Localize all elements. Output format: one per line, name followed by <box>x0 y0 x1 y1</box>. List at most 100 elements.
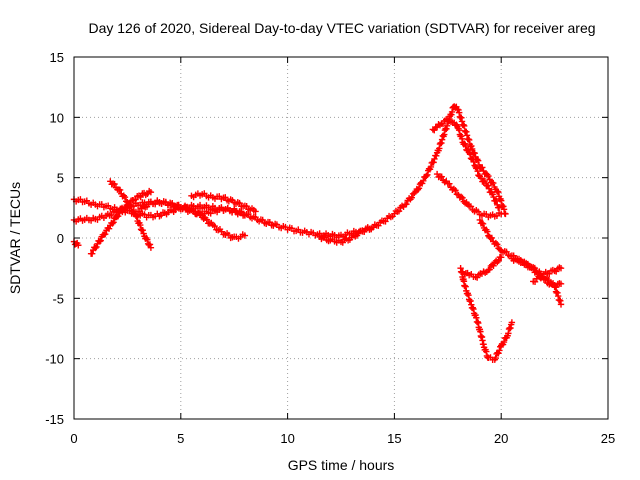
data-point <box>478 219 486 227</box>
series-arc-9 <box>433 170 505 221</box>
data-point <box>477 174 485 182</box>
data-point <box>455 109 463 116</box>
x-tick-label: 10 <box>280 431 294 446</box>
data-point <box>137 221 144 229</box>
data-point <box>144 236 151 243</box>
data-point <box>448 108 456 116</box>
data-point <box>252 208 259 215</box>
data-point <box>108 211 115 219</box>
data-point <box>498 254 505 261</box>
x-tick-label: 0 <box>70 431 77 446</box>
data-point <box>521 258 528 265</box>
data-point <box>485 185 493 192</box>
data-point <box>438 173 445 180</box>
data-point <box>466 151 474 158</box>
data-point <box>473 164 481 172</box>
data-point <box>414 186 422 193</box>
data-point <box>456 113 464 121</box>
data-point <box>483 348 490 355</box>
data-point <box>473 314 480 321</box>
data-point <box>531 278 539 286</box>
data-point <box>465 291 472 299</box>
data-point <box>480 178 487 185</box>
data-point <box>507 324 514 332</box>
data-point <box>470 158 477 166</box>
data-point <box>492 239 500 247</box>
data-point <box>463 128 470 136</box>
data-point <box>203 216 210 223</box>
data-point <box>113 213 120 221</box>
data-point <box>441 131 448 138</box>
data-point <box>508 319 516 326</box>
data-point <box>488 234 496 242</box>
series-arc-5 <box>134 198 249 242</box>
data-point <box>494 258 501 266</box>
data-point <box>557 301 565 308</box>
data-point <box>146 241 154 248</box>
data-point <box>438 139 445 147</box>
data-point <box>101 230 109 238</box>
data-point <box>460 122 468 130</box>
data-point <box>207 210 214 217</box>
data-point <box>465 136 473 144</box>
data-point <box>503 248 510 255</box>
data-point <box>485 172 492 180</box>
data-point <box>500 338 508 346</box>
data-point <box>132 212 140 219</box>
data-point <box>468 301 475 308</box>
data-point <box>492 354 499 362</box>
data-point <box>554 289 561 296</box>
data-point <box>462 283 469 290</box>
data-point <box>459 194 466 201</box>
data-point <box>505 330 512 337</box>
data-point <box>476 216 484 224</box>
data-point <box>408 194 415 201</box>
data-point <box>484 182 492 189</box>
y-tick-label: 0 <box>57 231 64 246</box>
data-points <box>70 103 565 364</box>
data-point <box>490 193 497 201</box>
data-point <box>457 193 465 201</box>
data-point <box>500 206 508 213</box>
data-point <box>424 171 431 178</box>
x-tick-label: 5 <box>177 431 184 446</box>
data-point <box>469 155 477 163</box>
data-point <box>467 297 474 305</box>
x-axis-label: GPS time / hours <box>288 457 395 473</box>
data-point <box>505 325 513 333</box>
data-point <box>116 186 124 194</box>
series-arc-10 <box>457 264 516 364</box>
data-point <box>126 201 133 208</box>
data-point <box>469 304 476 311</box>
y-tick-label: 10 <box>50 110 64 125</box>
series-arc-15 <box>70 238 82 249</box>
data-point <box>458 135 466 143</box>
data-point <box>554 292 562 300</box>
data-point <box>479 164 486 171</box>
data-point <box>458 118 466 125</box>
data-point <box>465 135 472 143</box>
data-point <box>97 237 104 244</box>
data-point <box>495 257 502 264</box>
data-point <box>460 121 467 129</box>
data-point <box>75 242 82 249</box>
data-point <box>557 297 564 304</box>
y-tick-label: 15 <box>50 50 64 65</box>
data-point <box>114 213 122 220</box>
y-tick-label: -5 <box>52 291 64 306</box>
data-point <box>446 180 453 187</box>
data-point <box>96 238 103 245</box>
data-point <box>474 157 482 164</box>
data-point <box>468 142 475 150</box>
data-point <box>415 185 423 192</box>
data-point <box>93 243 100 251</box>
data-point <box>122 198 130 205</box>
grid <box>74 57 608 419</box>
data-point <box>433 152 440 160</box>
series-arc-6 <box>188 190 259 215</box>
data-point <box>109 220 116 227</box>
data-point <box>117 207 125 215</box>
data-point <box>458 114 465 121</box>
data-point <box>403 201 410 208</box>
data-point <box>443 125 450 133</box>
